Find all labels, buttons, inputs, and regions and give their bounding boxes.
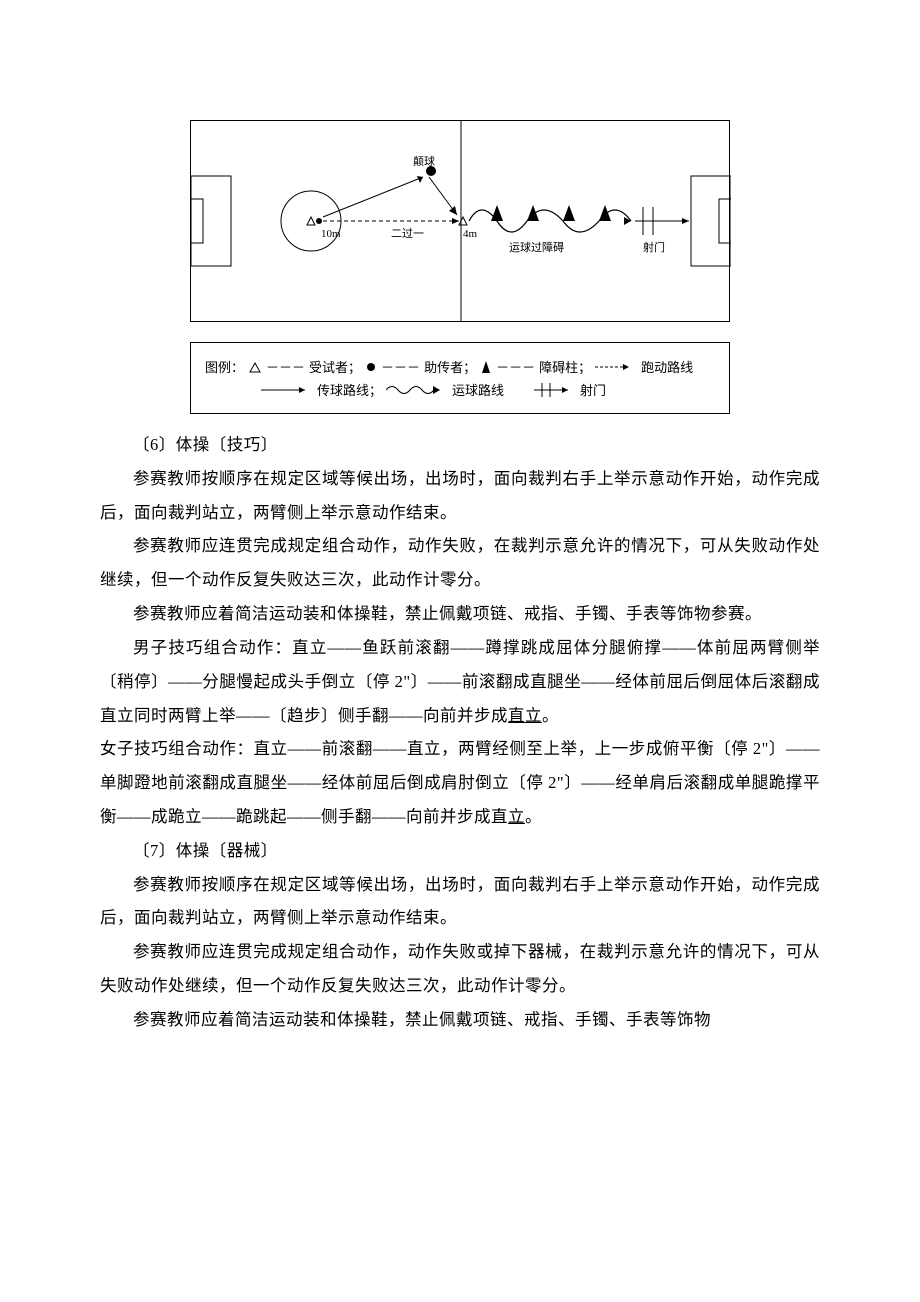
- label-shoot: 射门: [643, 240, 665, 254]
- document-page: 颠球 10m 二过一 4m 运球过障碍 射门 图例： －－－ 受试者； －－－ …: [0, 0, 920, 1097]
- s7-p1: 参赛教师按顺序在规定区域等候出场，出场时，面向裁判右手上举示意动作开始，动作完成…: [100, 868, 820, 936]
- s7-p3: 参赛教师应着简洁运动装和体操鞋，禁止佩戴项链、戒指、手镯、手表等饰物: [100, 1003, 820, 1037]
- legend-passer: 助传者；: [424, 357, 476, 376]
- label-4m: 4m: [463, 228, 478, 240]
- s6-p5-pre: 女子技巧组合动作：直立――前滚翻――直立，两臂经侧至上举，上一步成俯平衡〔停 2…: [100, 739, 820, 826]
- dot-icon: [365, 361, 377, 373]
- s6-p4: 男子技巧组合动作：直立――鱼跃前滚翻――蹲撑跳成屈体分腿俯撑――体前屈两臂侧举〔…: [100, 631, 820, 732]
- field-outline: 颠球 10m 二过一 4m 运球过障碍 射门: [190, 120, 730, 322]
- legend-pass: 传球路线；: [317, 380, 382, 399]
- s6-p5-underline: 立: [508, 807, 525, 826]
- s6-p4-post: 。: [542, 706, 559, 725]
- field-svg: 颠球 10m 二过一 4m 运球过障碍 射门: [191, 121, 731, 321]
- football-drill-diagram: 颠球 10m 二过一 4m 运球过障碍 射门 图例： －－－ 受试者； －－－ …: [190, 120, 730, 414]
- run-line-icon: [595, 362, 637, 372]
- s7-p2: 参赛教师应连贯完成规定组合动作，动作失败或掉下器械，在裁判示意允许的情况下，可从…: [100, 935, 820, 1003]
- legend-run: 跑动路线: [641, 357, 693, 376]
- legend-row-1: 图例： －－－ 受试者； －－－ 助传者； －－－ 障碍柱； 跑动路线: [205, 357, 715, 376]
- s6-p4-pre: 男子技巧组合动作：直立――鱼跃前滚翻――蹲撑跳成屈体分腿俯撑――体前屈两臂侧举〔…: [100, 638, 820, 725]
- section-7-title: 〔7〕体操〔器械〕: [100, 834, 820, 868]
- s6-p4-underline: 直立: [508, 706, 542, 725]
- shoot-line-icon: [532, 382, 576, 398]
- legend-dashes-3: －－－: [496, 357, 535, 376]
- cone-icon: [480, 360, 492, 374]
- triangle-icon: [248, 361, 262, 373]
- s6-p3: 参赛教师应着简洁运动装和体操鞋，禁止佩戴项链、戒指、手镯、手表等饰物参赛。: [100, 597, 820, 631]
- legend-box: 图例： －－－ 受试者； －－－ 助传者； －－－ 障碍柱； 跑动路线 传球路线…: [190, 342, 730, 414]
- legend-dribble: 运球路线: [452, 380, 504, 399]
- legend-obstacle: 障碍柱；: [539, 357, 591, 376]
- s6-p5: 女子技巧组合动作：直立――前滚翻――直立，两臂经侧至上举，上一步成俯平衡〔停 2…: [100, 732, 820, 833]
- s6-p5-post: 。: [525, 807, 542, 826]
- legend-shoot: 射门: [580, 380, 606, 399]
- label-dribble: 运球过障碍: [509, 240, 564, 254]
- wave-line-icon: [386, 383, 448, 397]
- label-two-one: 二过一: [391, 227, 424, 240]
- legend-dashes-1: －－－: [266, 357, 305, 376]
- legend-row-2: 传球路线； 运球路线 射门: [205, 380, 715, 399]
- legend-prefix: 图例：: [205, 357, 244, 376]
- label-head: 颠球: [413, 154, 435, 168]
- label-10m: 10m: [321, 228, 341, 240]
- section-6-title: 〔6〕体操〔技巧〕: [100, 428, 820, 462]
- legend-tester: 受试者；: [309, 357, 361, 376]
- legend-dashes-2: －－－: [381, 357, 420, 376]
- pass-line-icon: [261, 385, 313, 395]
- s6-p1: 参赛教师按顺序在规定区域等候出场，出场时，面向裁判右手上举示意动作开始，动作完成…: [100, 462, 820, 530]
- s6-p2: 参赛教师应连贯完成规定组合动作，动作失败，在裁判示意允许的情况下，可从失败动作处…: [100, 529, 820, 597]
